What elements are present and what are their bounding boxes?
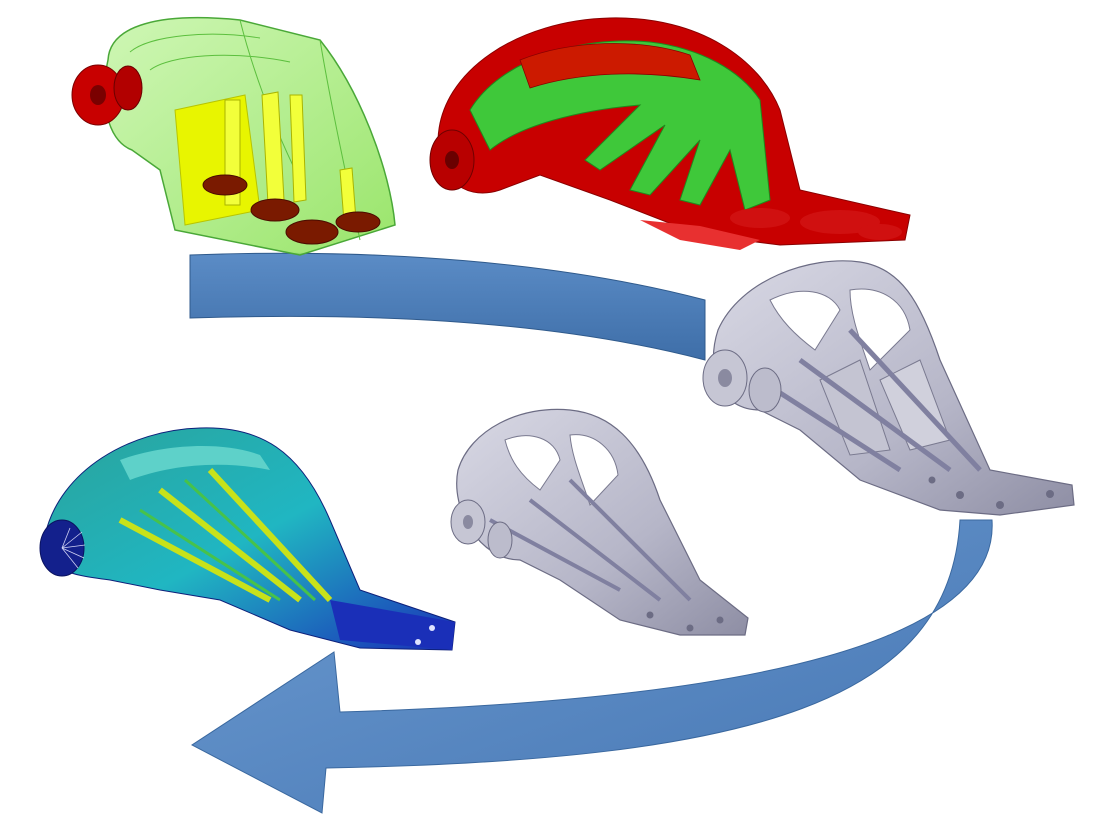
topology-optimization-result-icon xyxy=(429,17,911,250)
flow-arrow-bottom xyxy=(191,519,993,814)
bracket-cad-model-small-icon xyxy=(450,408,749,636)
bracket-cad-model-icon xyxy=(702,260,1075,516)
design-space-wireframe-icon xyxy=(71,17,396,256)
flow-arrow-top xyxy=(189,252,706,361)
bracket-stress-analysis-icon xyxy=(39,427,456,651)
